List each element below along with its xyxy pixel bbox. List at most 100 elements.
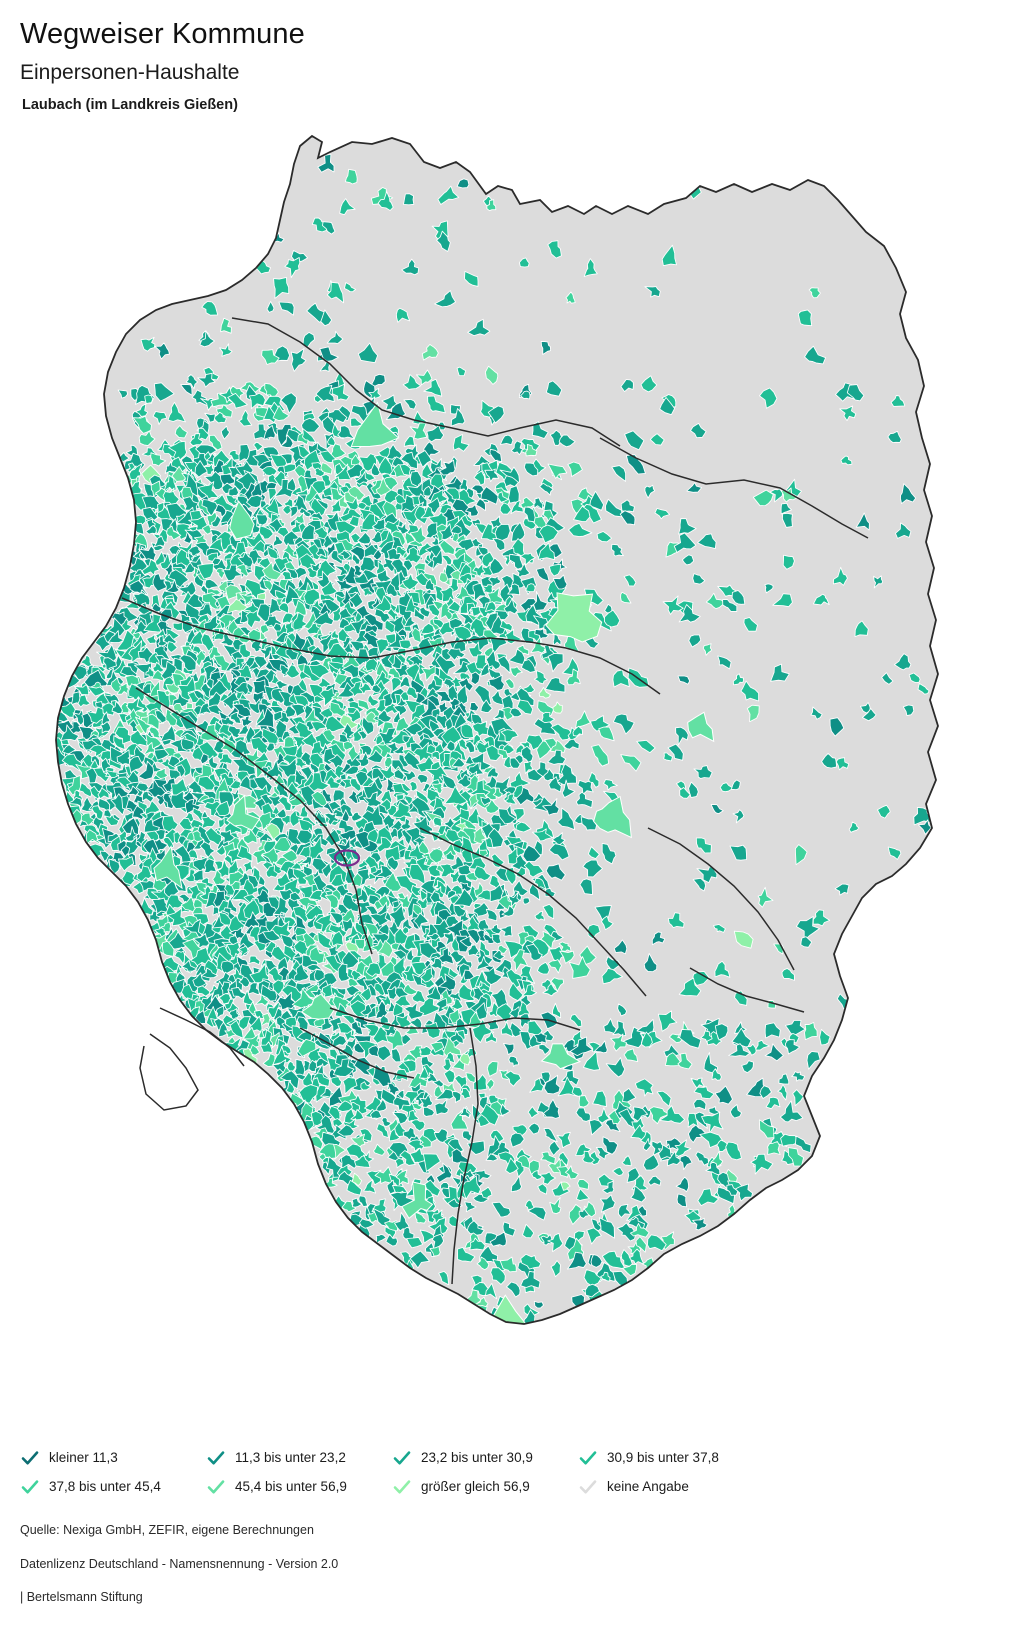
municipality-area[interactable]	[424, 578, 435, 592]
municipality-area[interactable]	[399, 639, 412, 650]
municipality-area[interactable]	[213, 627, 227, 641]
municipality-area[interactable]	[508, 485, 520, 504]
municipality-area[interactable]	[341, 588, 355, 609]
municipality-area[interactable]	[208, 679, 229, 697]
municipality-area[interactable]	[917, 682, 930, 695]
municipality-area[interactable]	[352, 726, 364, 742]
municipality-area[interactable]	[649, 433, 665, 446]
municipality-area[interactable]	[314, 467, 326, 477]
municipality-area[interactable]	[152, 573, 168, 592]
municipality-area[interactable]	[280, 434, 294, 449]
municipality-area[interactable]	[377, 191, 394, 211]
municipality-area[interactable]	[409, 781, 418, 792]
municipality-area[interactable]	[219, 631, 235, 646]
municipality-area[interactable]	[538, 686, 551, 699]
municipality-area[interactable]	[189, 433, 204, 447]
municipality-area[interactable]	[690, 422, 707, 439]
municipality-area[interactable]	[567, 461, 583, 477]
municipality-area[interactable]	[902, 704, 915, 717]
municipality-area[interactable]	[219, 343, 233, 357]
legend-item-2[interactable]: 23,2 bis unter 30,9	[392, 1448, 578, 1468]
municipality-area[interactable]	[316, 559, 337, 578]
legend-item-6[interactable]: größer gleich 56,9	[392, 1477, 578, 1497]
municipality-area[interactable]	[433, 674, 444, 687]
municipality-area[interactable]	[279, 453, 293, 465]
municipality-area[interactable]	[612, 669, 630, 688]
municipality-area[interactable]	[390, 676, 403, 693]
municipality-area[interactable]	[285, 664, 301, 679]
municipality-area[interactable]	[364, 711, 377, 724]
municipality-area[interactable]	[515, 562, 531, 580]
municipality-area[interactable]	[487, 586, 504, 605]
municipality-area[interactable]	[157, 634, 169, 647]
municipality-area[interactable]	[552, 574, 568, 590]
municipality-area[interactable]	[134, 716, 152, 736]
municipality-area[interactable]	[367, 693, 380, 707]
municipality-area[interactable]	[208, 434, 223, 451]
municipality-area[interactable]	[623, 574, 637, 587]
legend-item-5[interactable]: 45,4 bis unter 56,9	[206, 1477, 392, 1497]
municipality-area[interactable]	[261, 561, 283, 581]
municipality-area[interactable]	[611, 543, 624, 557]
municipality-area[interactable]	[383, 489, 402, 505]
municipality-area[interactable]	[351, 553, 361, 565]
municipality-area[interactable]	[239, 643, 251, 659]
municipality-area[interactable]	[659, 397, 676, 416]
municipality-area[interactable]	[547, 240, 562, 259]
municipality-area[interactable]	[147, 726, 161, 739]
municipality-area[interactable]	[772, 593, 793, 608]
municipality-area[interactable]	[399, 675, 412, 689]
municipality-area[interactable]	[520, 496, 535, 510]
municipality-area[interactable]	[471, 720, 492, 737]
municipality-area[interactable]	[575, 710, 591, 729]
municipality-area[interactable]	[447, 648, 466, 661]
municipality-area[interactable]	[644, 286, 661, 298]
municipality-area[interactable]	[644, 484, 656, 499]
municipality-area[interactable]	[199, 330, 215, 348]
municipality-area[interactable]	[406, 686, 421, 699]
municipality-area[interactable]	[204, 578, 220, 590]
municipality-area[interactable]	[681, 554, 695, 566]
municipality-area[interactable]	[558, 434, 576, 448]
municipality-area[interactable]	[278, 301, 295, 316]
municipality-area[interactable]	[517, 644, 530, 656]
municipality-area[interactable]	[400, 451, 418, 470]
legend-item-4[interactable]: 37,8 bis unter 45,4	[20, 1477, 206, 1497]
municipality-area[interactable]	[201, 524, 213, 535]
municipality-area[interactable]	[167, 569, 190, 588]
municipality-area[interactable]	[450, 408, 466, 427]
municipality-area[interactable]	[151, 669, 165, 682]
municipality-area[interactable]	[236, 664, 253, 681]
municipality-area[interactable]	[197, 481, 219, 501]
municipality-area[interactable]	[568, 522, 593, 537]
municipality-area[interactable]	[354, 630, 369, 643]
municipality-area[interactable]	[810, 706, 823, 720]
municipality-area[interactable]	[426, 497, 441, 514]
municipality-area[interactable]	[153, 535, 166, 548]
municipality-area[interactable]	[164, 460, 179, 474]
municipality-area[interactable]	[439, 539, 456, 556]
municipality-area[interactable]	[520, 659, 536, 673]
municipality-area[interactable]	[426, 424, 445, 443]
municipality-area[interactable]	[404, 546, 422, 565]
municipality-area[interactable]	[350, 417, 364, 427]
municipality-area[interactable]	[547, 652, 564, 673]
municipality-area[interactable]	[153, 382, 175, 402]
municipality-area[interactable]	[175, 548, 192, 569]
municipality-area[interactable]	[533, 497, 544, 510]
municipality-area[interactable]	[290, 348, 307, 372]
municipality-area[interactable]	[237, 724, 250, 736]
municipality-area[interactable]	[301, 417, 321, 433]
municipality-area[interactable]	[468, 701, 480, 713]
municipality-area[interactable]	[829, 717, 845, 737]
municipality-area[interactable]	[280, 392, 297, 414]
municipality-area[interactable]	[86, 706, 107, 724]
municipality-area[interactable]	[552, 633, 562, 646]
municipality-area[interactable]	[487, 405, 505, 424]
municipality-area[interactable]	[804, 345, 827, 365]
municipality-area[interactable]	[160, 724, 176, 743]
municipality-area[interactable]	[245, 609, 262, 629]
municipality-area[interactable]	[357, 730, 368, 740]
municipality-area[interactable]	[253, 441, 264, 452]
municipality-area[interactable]	[740, 680, 760, 702]
